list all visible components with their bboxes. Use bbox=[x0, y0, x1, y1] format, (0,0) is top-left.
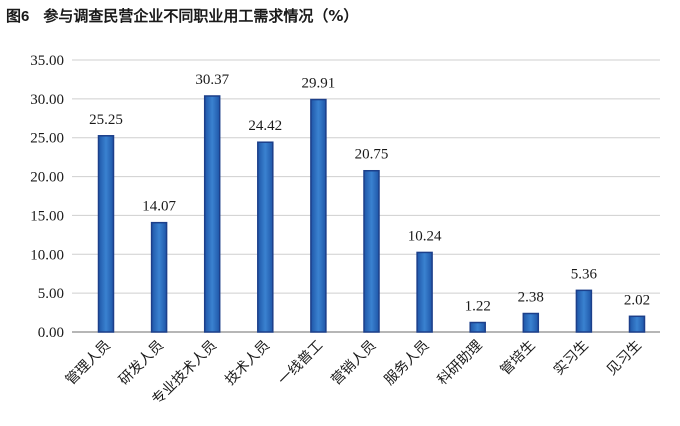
x-tick-label: 服务人员 bbox=[382, 338, 433, 389]
x-tick-label: 见习生 bbox=[604, 338, 645, 379]
data-label: 14.07 bbox=[142, 199, 176, 215]
figure-title: 参与调查民营企业不同职业用工需求情况（%） bbox=[43, 7, 359, 25]
data-label: 24.42 bbox=[248, 118, 282, 134]
data-label: 2.38 bbox=[518, 290, 544, 306]
bar bbox=[628, 315, 646, 333]
y-tick-label: 35.00 bbox=[30, 53, 64, 69]
data-label: 1.22 bbox=[465, 299, 491, 315]
x-tick-label: 实习生 bbox=[551, 338, 592, 379]
y-tick-label: 30.00 bbox=[30, 92, 64, 108]
x-tick-label: 营销人员 bbox=[328, 338, 379, 389]
x-tick-label: 管理人员 bbox=[63, 338, 114, 389]
y-tick-label: 25.00 bbox=[30, 131, 64, 147]
data-labels: 25.25 14.07 30.37 24.42 29.91 20.75 10.24 1.22 2… bbox=[89, 72, 650, 315]
data-label: 2.02 bbox=[624, 292, 650, 308]
y-tick-label: 5.00 bbox=[38, 286, 64, 302]
x-tick-label: 一线普工 bbox=[275, 338, 326, 389]
bar bbox=[469, 321, 486, 333]
x-tick-label: 科研助理 bbox=[435, 338, 486, 389]
y-tick-label: 0.00 bbox=[38, 325, 64, 341]
y-tick-label: 15.00 bbox=[30, 208, 64, 224]
bar bbox=[363, 169, 380, 333]
bar bbox=[522, 312, 540, 333]
bar bbox=[310, 98, 327, 333]
bars bbox=[97, 95, 646, 333]
y-axis-ticks: 0.00 5.00 10.00 15.00 20.00 25.00 30.00 35.00 bbox=[30, 53, 64, 341]
data-label: 29.91 bbox=[302, 76, 336, 92]
data-label: 20.75 bbox=[355, 147, 389, 163]
bar bbox=[203, 95, 221, 333]
y-tick-label: 10.00 bbox=[30, 247, 64, 263]
x-tick-label: 研发人员 bbox=[116, 338, 167, 389]
figure-number: 图6 bbox=[6, 8, 30, 25]
bar bbox=[150, 221, 168, 333]
bar bbox=[575, 289, 593, 333]
y-tick-label: 20.00 bbox=[30, 170, 64, 186]
bar bbox=[97, 135, 115, 333]
data-label: 30.37 bbox=[195, 72, 229, 88]
data-label: 10.24 bbox=[408, 228, 442, 244]
x-tick-label: 技术人员 bbox=[222, 338, 273, 389]
bar bbox=[416, 251, 433, 333]
data-label: 25.25 bbox=[89, 112, 123, 128]
data-label: 5.36 bbox=[571, 266, 598, 282]
bar bbox=[257, 141, 274, 333]
chart-title: 图6 参与调查民营企业不同职业用工需求情况（%） bbox=[6, 4, 358, 28]
gridlines bbox=[72, 59, 660, 333]
x-tick-label: 管培生 bbox=[498, 338, 539, 379]
